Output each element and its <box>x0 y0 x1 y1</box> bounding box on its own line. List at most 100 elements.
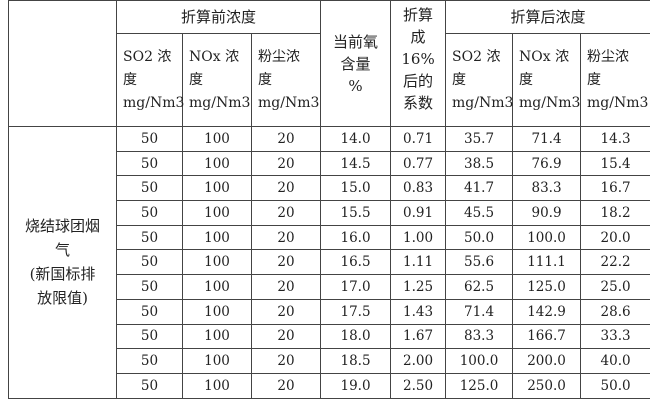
header-line: mg/Nm3 <box>189 94 251 111</box>
table-row: 50 100 20 17.0 1.25 62.5 125.0 25.0 <box>9 274 650 300</box>
table-cell: 50 <box>116 348 183 374</box>
table-cell: 15.0 <box>320 175 392 202</box>
table-cell: 16.7 <box>580 175 650 202</box>
header-line: 成 <box>410 28 426 46</box>
table-row: 50 100 20 18.5 2.00 100.0 200.0 40.0 <box>9 348 650 374</box>
table-cell: 166.7 <box>512 323 582 350</box>
table-cell: 18.5 <box>320 348 392 374</box>
table-cell: 22.2 <box>580 249 650 276</box>
after-group-header: 折算后浓度 <box>445 0 650 34</box>
table-cell: 50 <box>116 323 183 350</box>
table-cell: 20 <box>250 175 322 202</box>
table-cell: 20 <box>250 298 322 325</box>
table-cell: 18.2 <box>580 200 650 226</box>
table-cell: 1.00 <box>390 224 447 251</box>
table-cell: 15.4 <box>580 150 650 177</box>
header-line: SO2 浓 <box>123 48 172 65</box>
table-row: 50 100 20 14.5 0.77 38.5 76.9 15.4 <box>9 150 650 177</box>
table-cell: 100 <box>182 200 252 226</box>
table-cell: 17.0 <box>320 274 392 300</box>
table-cell: 35.7 <box>445 126 514 152</box>
table-cell: 100 <box>182 298 252 325</box>
category-cell: 烧结球团烟气 (新国标排 放限值) <box>8 126 117 399</box>
header-line: (新国标排 <box>29 265 96 284</box>
table-cell: 50 <box>116 150 183 177</box>
table-row: 50 100 20 15.5 0.91 45.5 90.9 18.2 <box>9 200 650 226</box>
table-cell: 100 <box>182 249 252 276</box>
header-line: 度 <box>189 71 203 88</box>
table-row: 烧结球团烟气 (新国标排 放限值) 50 100 20 14.0 0.71 35.7 71.4 14… <box>8 126 650 399</box>
table-cell: 20 <box>250 323 322 350</box>
table-row: 50 100 20 19.0 2.50 125.0 250.0 50.0 <box>9 372 650 399</box>
table-row: 50 100 20 17.5 1.43 71.4 142.9 28.6 <box>9 298 650 325</box>
table-cell: 71.4 <box>445 298 514 325</box>
table-cell: 100 <box>182 323 252 350</box>
table-cell: 50 <box>116 249 183 276</box>
table-row: 50 100 20 18.0 1.67 83.3 166.7 33.3 <box>9 323 650 350</box>
header-line: mg/Nm3 <box>519 94 581 111</box>
table-cell: 50 <box>116 274 183 300</box>
table-cell: 20 <box>250 150 322 177</box>
table-cell: 62.5 <box>445 274 514 300</box>
table-cell: 125.0 <box>512 274 582 300</box>
header-line: 系数 <box>403 94 434 112</box>
table-cell: 55.6 <box>445 249 514 276</box>
table-cell: 83.3 <box>445 323 514 350</box>
table-cell: 45.5 <box>445 200 514 226</box>
table-cell: 38.5 <box>445 150 514 177</box>
table-cell: 25.0 <box>580 274 650 300</box>
header-line: mg/Nm3 <box>452 94 514 111</box>
table-cell: 16.5 <box>320 249 392 276</box>
corner-cell <box>8 0 117 127</box>
table-cell: 20 <box>250 372 322 399</box>
table-cell: 100 <box>182 175 252 202</box>
table-cell: 100.0 <box>445 348 514 374</box>
table-cell: 50 <box>116 372 183 399</box>
sub-header: NOx 浓度 mg/Nm3 <box>182 33 252 127</box>
table-cell: 125.0 <box>445 372 514 399</box>
header-line: 后的 <box>403 72 434 90</box>
table-cell: 50 <box>116 175 183 202</box>
table-cell: 20 <box>250 348 322 374</box>
table-cell: 1.11 <box>390 249 447 276</box>
table-cell: 90.9 <box>512 200 582 226</box>
table-cell: 19.0 <box>320 372 392 399</box>
header-line: 含量 <box>340 54 371 73</box>
table-cell: 50.0 <box>445 224 514 251</box>
table-cell: 50.0 <box>580 372 650 399</box>
table-cell: 2.00 <box>390 348 447 374</box>
table-cell: 20 <box>250 200 322 226</box>
header-line: 粉尘浓 <box>587 48 630 65</box>
sub-header: NOx 浓度 mg/Nm3 <box>512 33 582 127</box>
header-line: 度 <box>587 71 602 88</box>
header-line: NOx 浓 <box>519 48 570 65</box>
table-cell: 33.3 <box>580 323 650 350</box>
oxygen-header: 当前氧 含量% <box>320 0 392 127</box>
table-cell: 1.67 <box>390 323 447 350</box>
table-cell: 200.0 <box>512 348 582 374</box>
table-cell: 20 <box>250 126 322 152</box>
header-line: 气 <box>54 241 70 260</box>
table-cell: 17.5 <box>320 298 392 325</box>
table-cell: 100.0 <box>512 224 582 251</box>
table-cell: 28.6 <box>580 298 650 325</box>
table-cell: 100 <box>182 274 252 300</box>
table-cell: 50 <box>116 224 183 251</box>
header-line: mg/Nm3 <box>587 94 649 111</box>
header-line: % <box>348 76 363 95</box>
table-row: 50 100 20 15.0 0.83 41.7 83.3 16.7 <box>9 175 650 202</box>
table-cell: 111.1 <box>512 249 582 276</box>
sub-header: 粉尘浓度 mg/Nm3 <box>580 33 650 127</box>
before-group-header: 折算前浓度 <box>115 0 322 34</box>
table-cell: 0.77 <box>390 150 447 177</box>
sub-header: SO2 浓度 mg/Nm3 <box>445 33 514 127</box>
header-line: NOx 浓 <box>189 48 240 65</box>
header-line: 16% <box>401 50 435 68</box>
header-line: mg/Nm3 <box>123 94 185 111</box>
concentration-table: 折算前浓度 当前氧 含量% 折算成 16% 后的 系数 折算后浓度 SO2 浓度 mg/N… <box>8 0 650 399</box>
header-line: SO2 浓 <box>452 48 501 65</box>
header-line: 度 <box>123 71 137 88</box>
table-cell: 100 <box>182 372 252 399</box>
table-cell: 100 <box>182 126 252 152</box>
table-cell: 1.25 <box>390 274 447 300</box>
